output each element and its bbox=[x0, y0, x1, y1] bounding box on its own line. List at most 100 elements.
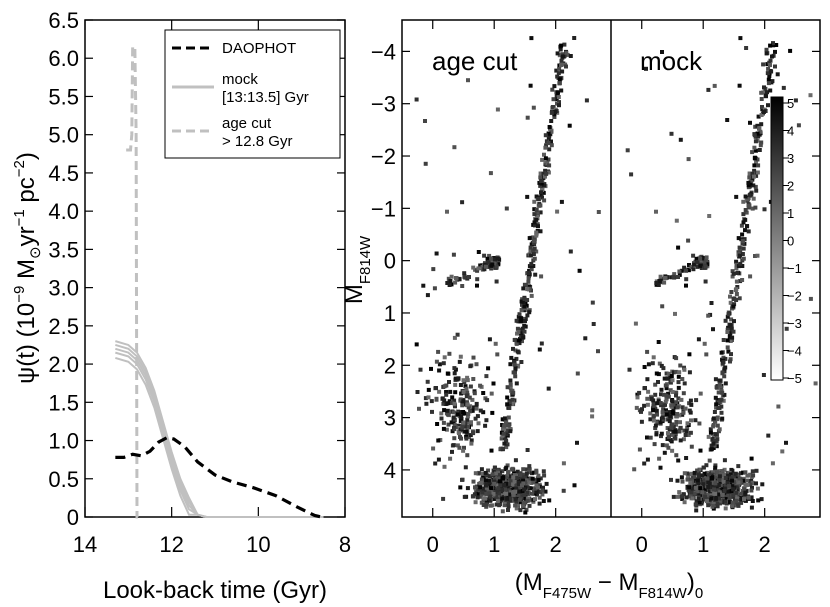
cmd-density-cell bbox=[768, 43, 773, 48]
cmd-density-cell bbox=[687, 408, 692, 413]
cmd-density-cell bbox=[684, 429, 689, 434]
cmd-density-cell bbox=[742, 486, 747, 491]
cmd-density-cell bbox=[530, 491, 535, 496]
cmd-density-cell bbox=[540, 195, 544, 200]
cmd-density-cell bbox=[703, 264, 708, 269]
cmd-density-cell bbox=[486, 468, 491, 473]
cmd-density-cell bbox=[681, 437, 686, 442]
cmd-density-cell bbox=[674, 414, 679, 419]
cmd-density-cell bbox=[693, 502, 698, 507]
cmd-density-cell bbox=[544, 171, 549, 176]
cmd-density-cell bbox=[669, 374, 674, 378]
cmd-density-cell bbox=[465, 417, 470, 422]
cmd-density-cell bbox=[514, 476, 519, 480]
cmd-density-cell bbox=[441, 426, 446, 431]
cmd-density-cell bbox=[661, 366, 666, 371]
cmd-density-cell bbox=[483, 470, 488, 475]
cmd-density-cell bbox=[713, 491, 718, 496]
cmd-y-tick-label: 2 bbox=[384, 353, 396, 378]
cmd-density-cell bbox=[713, 377, 718, 382]
cmd-density-cell bbox=[496, 470, 501, 475]
cmd-density-cell bbox=[714, 444, 719, 449]
cmd-density-cell bbox=[796, 123, 801, 128]
cmd-density-cell bbox=[768, 58, 773, 63]
cmd-density-cell bbox=[725, 314, 730, 319]
cmd-density-cell bbox=[482, 267, 487, 272]
cmd-x-tick-label: 1 bbox=[488, 532, 500, 557]
cmd-density-cell bbox=[513, 374, 518, 379]
cmd-density-cell bbox=[504, 438, 509, 443]
cmd-density-cell bbox=[668, 380, 673, 385]
cmd-density-cell bbox=[485, 499, 489, 504]
cmd-density-cell bbox=[669, 131, 674, 136]
cmd-density-cell bbox=[433, 461, 438, 466]
cmd-density-cell bbox=[741, 246, 746, 251]
cmd-density-cell bbox=[504, 474, 509, 479]
cmd-density-cell bbox=[431, 446, 436, 451]
cmd-density-cell bbox=[556, 95, 561, 99]
cmd-density-cell bbox=[749, 178, 754, 183]
cmd-density-cell bbox=[700, 490, 705, 495]
cmd-density-cell bbox=[502, 423, 507, 427]
cmd-density-cell bbox=[540, 188, 544, 192]
cmd-density-cell bbox=[657, 456, 662, 461]
cmd-density-cell bbox=[655, 412, 659, 417]
cmd-density-cell bbox=[475, 429, 480, 434]
cmd-density-cell bbox=[516, 338, 521, 343]
cmd-density-cell bbox=[773, 64, 777, 69]
cmd-density-cell bbox=[519, 331, 524, 336]
cmd-density-cell bbox=[687, 485, 692, 490]
cmd-density-cell bbox=[534, 249, 539, 254]
cmd-density-cell bbox=[671, 494, 676, 499]
cmd-density-cell bbox=[505, 395, 510, 400]
cmd-density-cell bbox=[724, 483, 729, 488]
cmd-density-cell bbox=[751, 473, 756, 478]
cmd-density-cell bbox=[640, 407, 644, 412]
cmd-density-cell bbox=[519, 299, 524, 304]
sfh-y-tick-label: 5.5 bbox=[48, 84, 79, 109]
cmd-density-cell bbox=[560, 69, 565, 74]
cmd-density-cell bbox=[759, 97, 764, 101]
cmd-density-cell bbox=[743, 208, 748, 212]
cmd-density-cell bbox=[461, 390, 466, 394]
cmd-density-cell bbox=[719, 397, 724, 402]
cmd-density-cell bbox=[736, 250, 741, 255]
cmd-density-cell bbox=[514, 486, 519, 491]
cmd-density-cell bbox=[712, 416, 716, 421]
cmd-density-cell bbox=[495, 352, 500, 357]
cmd-density-cell bbox=[731, 304, 736, 309]
cmd-density-cell bbox=[660, 415, 665, 420]
cmd-density-cell bbox=[730, 500, 735, 505]
cmd-density-cell bbox=[759, 140, 764, 145]
panel-label-age-cut: age cut bbox=[432, 46, 518, 76]
cmd-density-cell bbox=[813, 381, 818, 386]
cmd-density-cell bbox=[498, 483, 503, 487]
cmd-density-cell bbox=[725, 493, 730, 498]
cmd-density-cell bbox=[678, 137, 683, 142]
cmd-density-cell bbox=[538, 183, 543, 188]
cmd-density-cell bbox=[734, 279, 739, 284]
cmd-density-cell bbox=[764, 51, 769, 56]
cmd-density-cell bbox=[734, 259, 739, 264]
cmd-density-cell bbox=[689, 418, 693, 423]
cmd-density-cell bbox=[554, 68, 559, 73]
cmd-density-cell bbox=[694, 508, 699, 513]
cmd-density-cell bbox=[721, 360, 726, 365]
cmd-density-cell bbox=[446, 401, 451, 406]
cmd-density-cell bbox=[707, 214, 712, 218]
cmd-density-cell bbox=[439, 416, 444, 421]
cmd-density-cell bbox=[718, 472, 723, 476]
cmd-density-cell bbox=[738, 479, 743, 484]
cmd-x-tick-label: 2 bbox=[550, 532, 562, 557]
cmd-density-cell bbox=[676, 380, 681, 385]
cmd-density-cell bbox=[781, 85, 786, 90]
cmd-density-cell bbox=[635, 395, 640, 400]
cmd-density-cell bbox=[720, 370, 725, 375]
cmd-density-cell bbox=[464, 386, 469, 391]
cmd-density-cell bbox=[596, 349, 600, 354]
cmd-density-cell bbox=[551, 105, 555, 109]
cmd-density-cell bbox=[452, 422, 457, 427]
cmd-density-cell bbox=[722, 488, 727, 493]
cmd-density-cell bbox=[687, 401, 692, 406]
cmd-density-cell bbox=[676, 385, 681, 390]
